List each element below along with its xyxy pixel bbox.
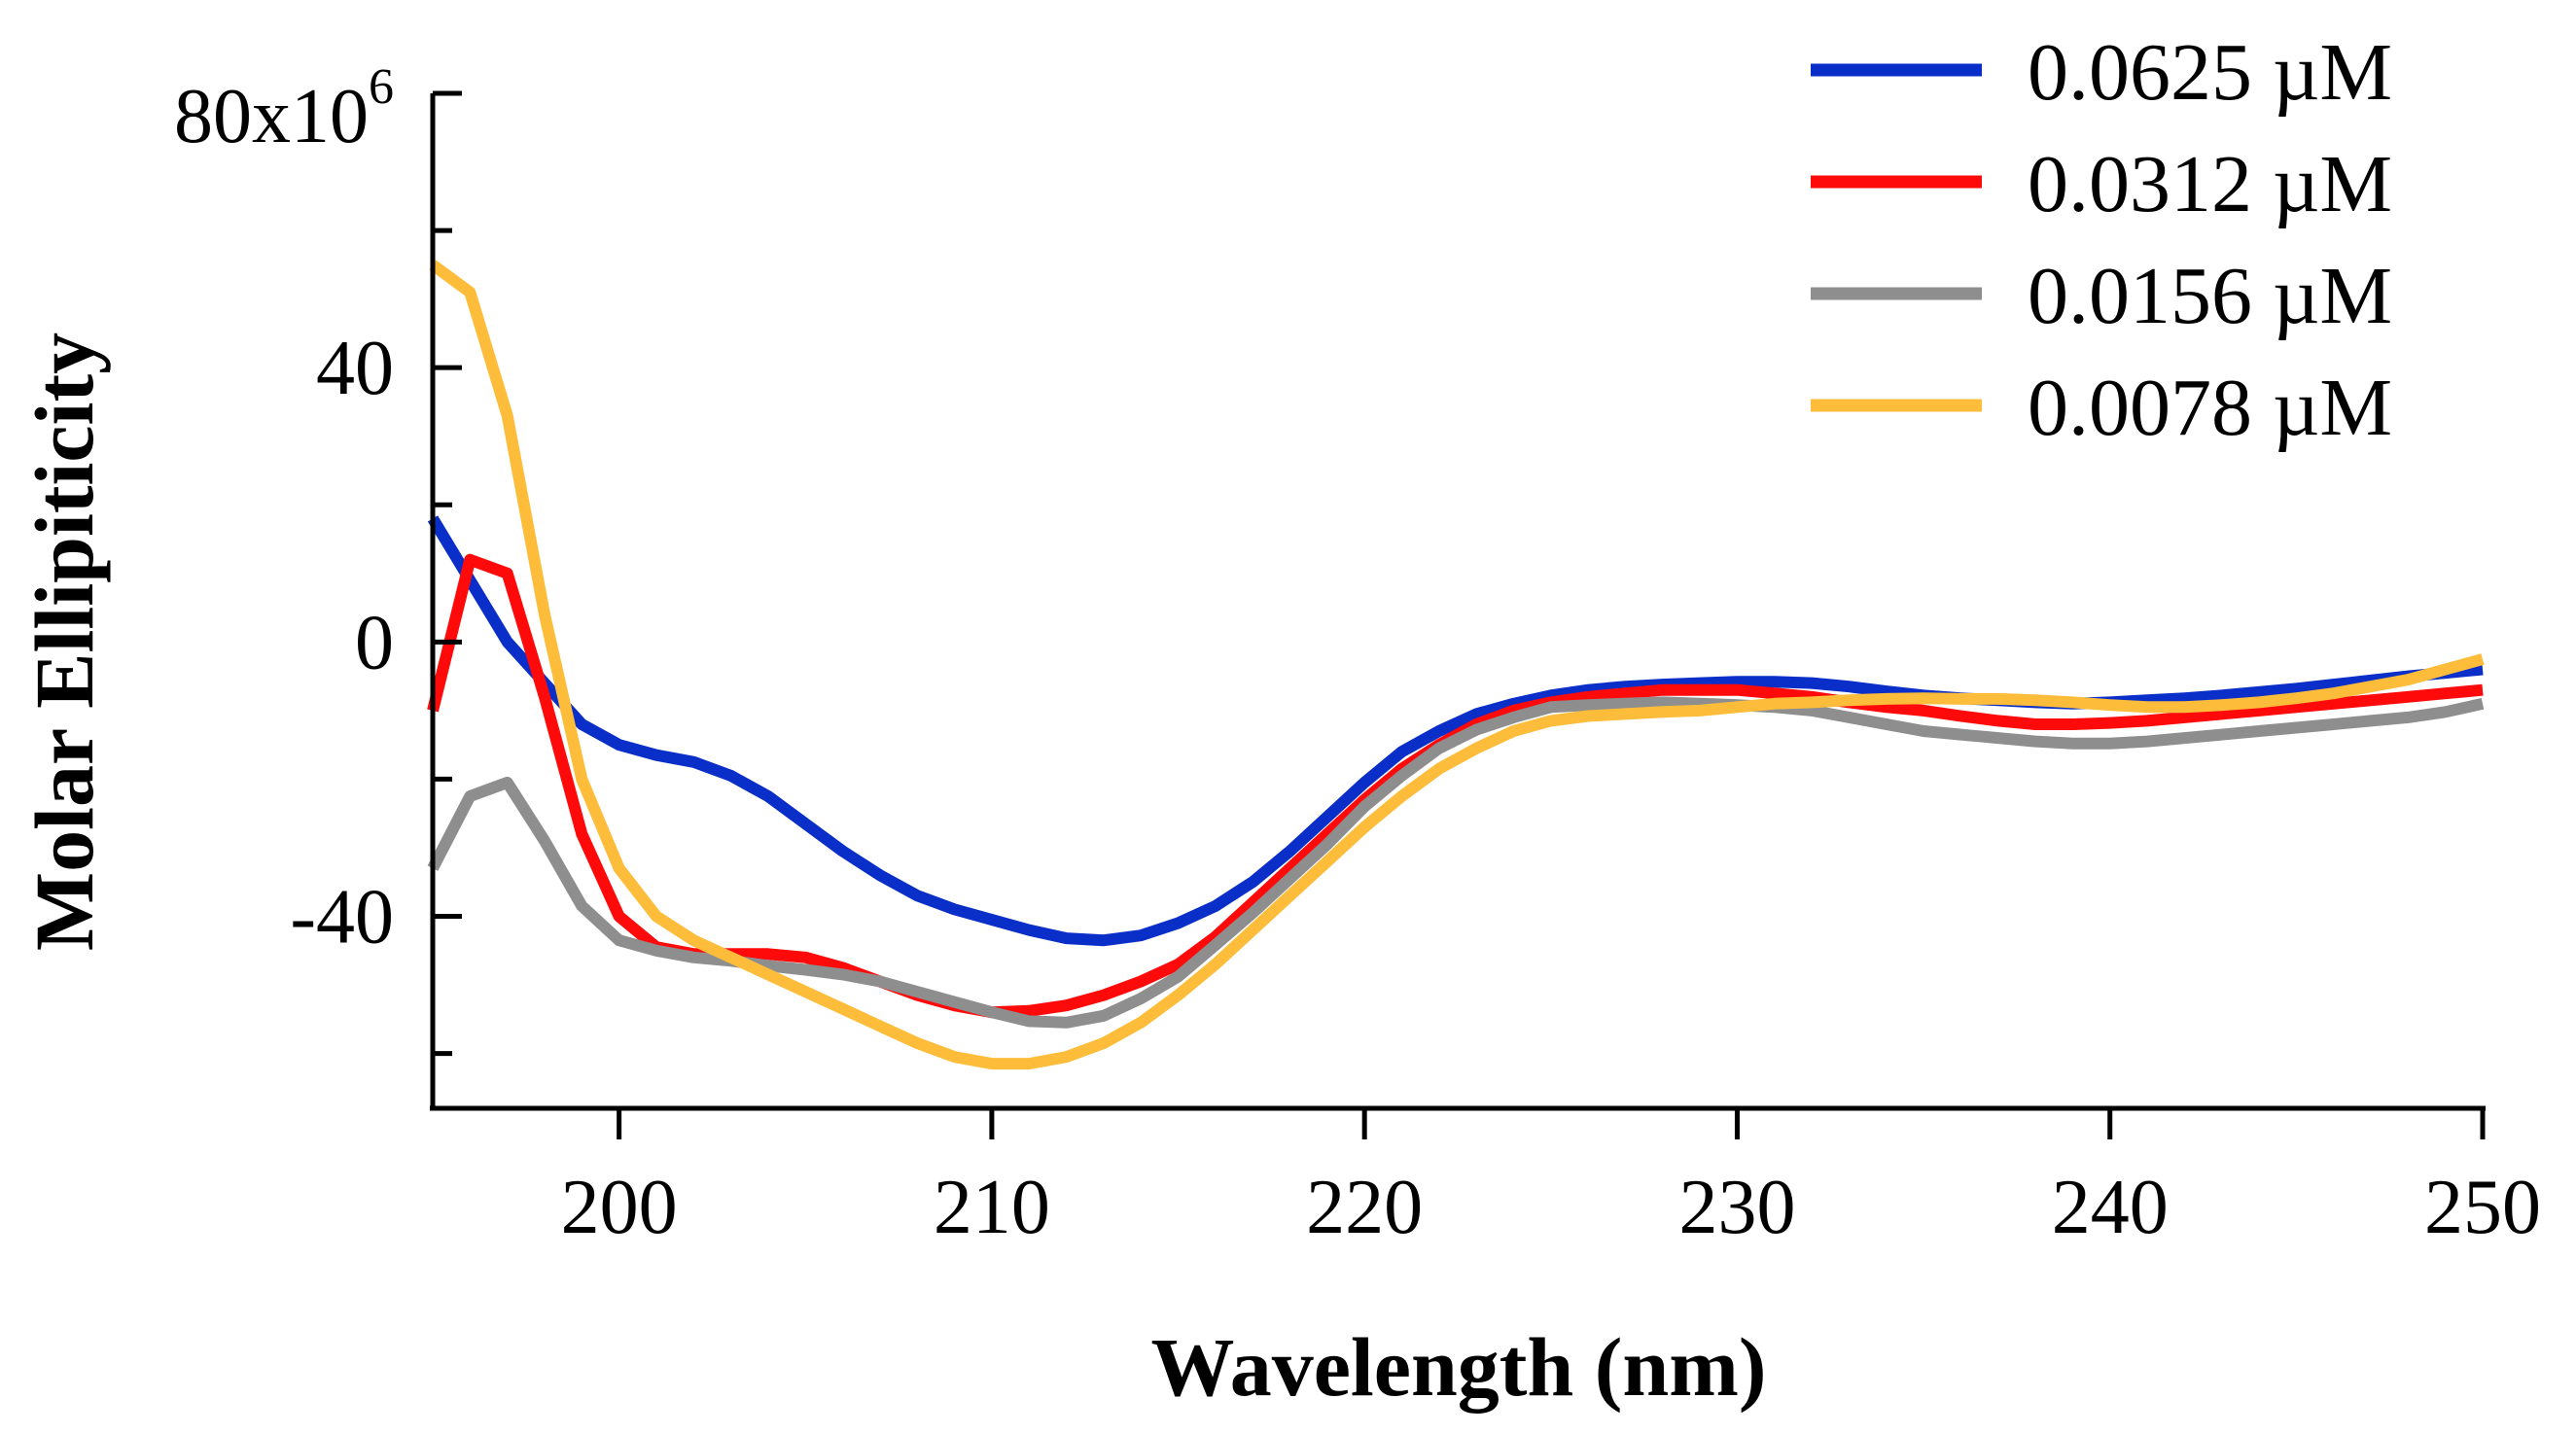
legend-label-2: 0.0156 µM <box>2028 251 2392 341</box>
legend-label-3: 0.0078 µM <box>2028 363 2392 453</box>
series-line-2 <box>427 696 2485 1029</box>
x-ticks: 200 210 220 230 240 250 <box>561 1108 2541 1250</box>
y-tick-label: -40 <box>290 874 394 960</box>
x-tick-label: 210 <box>934 1165 1050 1250</box>
legend-label-0: 0.0625 µM <box>2028 27 2392 118</box>
x-tick-label: 230 <box>1678 1165 1795 1250</box>
y-ticks: -40 0 40 80x106 <box>174 59 462 1057</box>
x-axis-title: Wavelength (nm) <box>1150 1320 1766 1414</box>
series-line-0 <box>427 515 2484 947</box>
x-tick-label: 240 <box>2052 1165 2169 1250</box>
plot-lines <box>427 260 2485 1070</box>
series-line-3 <box>429 260 2485 1070</box>
axes <box>430 93 2486 1111</box>
x-tick-label: 220 <box>1306 1165 1423 1250</box>
y-tick-label: 0 <box>355 600 394 685</box>
x-tick-label: 200 <box>561 1165 678 1250</box>
legend: 0.0625 µM 0.0312 µM 0.0156 µM 0.0078 µM <box>1811 27 2392 453</box>
y-tick-label: 40 <box>316 326 394 411</box>
y-axis-title: Molar Ellipiticity <box>18 332 111 951</box>
y-tick-label: 80x106 <box>174 59 394 159</box>
legend-label-1: 0.0312 µM <box>2028 139 2392 229</box>
x-tick-label: 250 <box>2424 1165 2541 1250</box>
